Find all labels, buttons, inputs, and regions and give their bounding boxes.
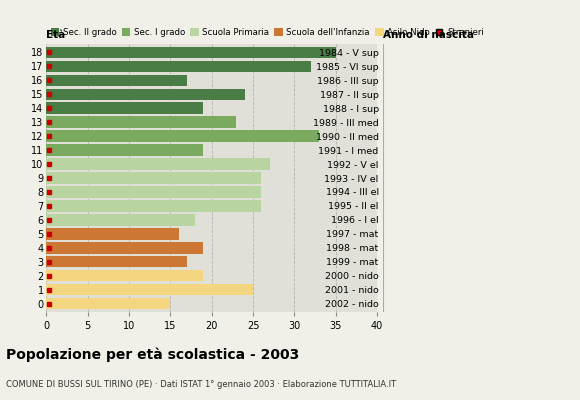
Bar (46, 172, 261, 184)
Bar (46, 298, 171, 309)
Bar (46, 186, 261, 198)
Bar (46, 88, 245, 100)
Bar (46, 284, 253, 295)
Text: Popolazione per età scolastica - 2003: Popolazione per età scolastica - 2003 (6, 348, 299, 362)
Text: Anno di nascita: Anno di nascita (383, 30, 474, 40)
Bar (46, 158, 270, 170)
Legend: Sec. II grado, Sec. I grado, Scuola Primaria, Scuola dell'Infanzia, Asilo Nido, : Sec. II grado, Sec. I grado, Scuola Prim… (50, 28, 484, 37)
Bar (46, 130, 319, 142)
Text: Età: Età (46, 30, 66, 40)
Bar (46, 200, 261, 212)
Bar (46, 270, 204, 282)
Bar (46, 61, 311, 72)
Bar (46, 144, 204, 156)
Bar (46, 116, 237, 128)
Bar (46, 214, 195, 226)
Bar (46, 47, 336, 58)
Bar (46, 242, 204, 254)
Bar (46, 74, 187, 86)
Bar (46, 256, 187, 268)
Bar (46, 228, 179, 240)
Bar (46, 102, 204, 114)
Text: COMUNE DI BUSSI SUL TIRINO (PE) · Dati ISTAT 1° gennaio 2003 · Elaborazione TUTT: COMUNE DI BUSSI SUL TIRINO (PE) · Dati I… (6, 380, 396, 389)
